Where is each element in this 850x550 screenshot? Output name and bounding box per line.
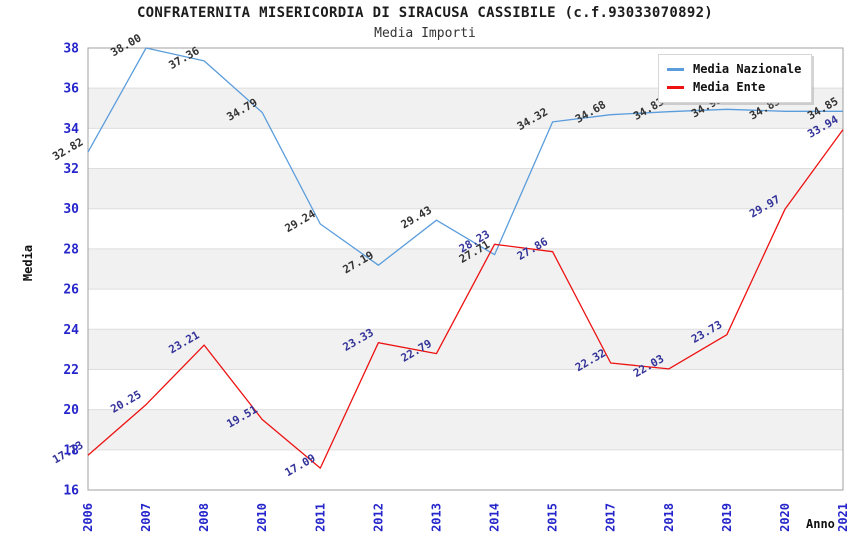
- legend: Media Nazionale Media Ente: [658, 54, 812, 103]
- series-line-media-nazionale: [87, 47, 843, 266]
- y-axis-title: Media: [21, 244, 35, 282]
- grid-band: [88, 329, 843, 370]
- y-tick-label: 20: [63, 403, 79, 418]
- x-tick-label: 2013: [429, 503, 443, 532]
- chart-title: CONFRATERNITA MISERICORDIA DI SIRACUSA C…: [136, 5, 714, 21]
- x-tick-label: 2021: [836, 503, 850, 532]
- legend-label: Media Nazionale: [693, 62, 802, 76]
- data-label: 17.09: [283, 451, 318, 479]
- grid-band: [88, 248, 843, 290]
- x-tick-label: 2012: [371, 503, 385, 532]
- series-line-media-ente: [87, 129, 844, 469]
- y-tick-label: 32: [63, 162, 79, 177]
- y-tick-label: 26: [63, 283, 79, 298]
- y-tick-label: 16: [63, 484, 79, 499]
- chart-subtitle: Media Importi: [374, 26, 476, 41]
- x-tick-label: 2011: [313, 503, 327, 532]
- x-tick-label: 2018: [662, 503, 676, 532]
- x-tick-label: 2014: [488, 503, 502, 532]
- data-label: 38.00: [108, 31, 143, 59]
- y-tick-label: 34: [63, 122, 79, 137]
- y-tick-label: 38: [63, 42, 79, 57]
- x-tick-label: 2017: [604, 503, 618, 532]
- y-tick-label: 30: [63, 202, 79, 217]
- plot-border: [87, 47, 844, 491]
- data-label: 32.82: [50, 135, 85, 163]
- x-tick-label: 2020: [778, 503, 792, 532]
- y-tick-label: 24: [63, 323, 79, 338]
- x-tick-label: 2006: [81, 503, 95, 532]
- y-tick-label: 28: [63, 242, 79, 257]
- y-tick-label: 18: [63, 443, 79, 458]
- y-tick-label: 36: [63, 82, 79, 97]
- x-tick-label: 2019: [720, 503, 734, 532]
- legend-item-media-nazionale: Media Nazionale: [667, 60, 803, 78]
- x-tick-label: 2010: [255, 503, 269, 532]
- x-tick-label: 2015: [546, 503, 560, 532]
- grid-band: [88, 409, 843, 450]
- y-tick-label: 22: [63, 363, 79, 378]
- legend-swatch-line-icon: [667, 67, 684, 71]
- x-axis-title: Anno: [806, 517, 835, 531]
- x-tick-label: 2007: [139, 503, 153, 532]
- legend-label: Media Ente: [693, 80, 766, 94]
- legend-swatch-line-icon: [667, 85, 684, 89]
- data-label: 29.24: [283, 207, 319, 235]
- x-tick-label: 2008: [197, 503, 211, 532]
- grid-band: [88, 168, 843, 209]
- legend-item-media-ente: Media Ente: [667, 78, 803, 96]
